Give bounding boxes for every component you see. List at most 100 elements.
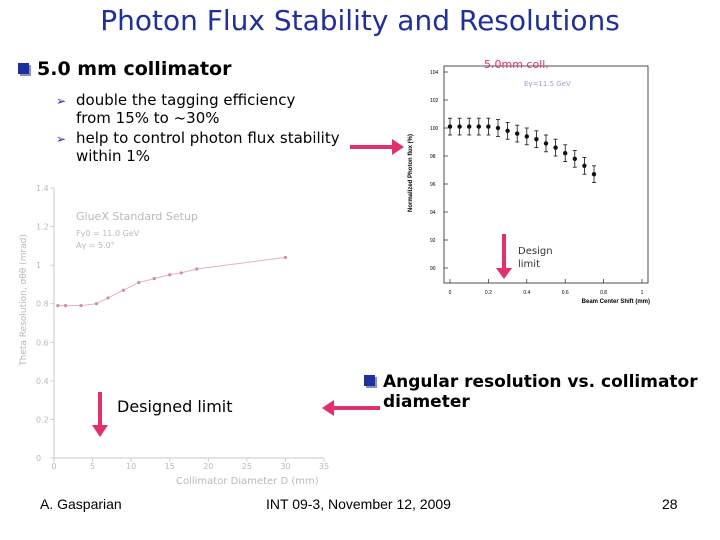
legend-title: GlueX Standard Setup xyxy=(76,210,198,223)
bullet-square-icon xyxy=(364,375,375,386)
flux-x-tick-label: 0.2 xyxy=(485,290,492,296)
theta-x-tick-label: 30 xyxy=(280,462,290,470)
bullet-angular-resolution: Angular resolution vs. collimator diamet… xyxy=(364,372,698,412)
bullet-square-icon xyxy=(18,63,29,74)
flux-y-tick-label: 90 xyxy=(430,266,436,272)
photon-flux-chart: 104 102 100 98 96 94 92 90 0 0.2 0.4 0.6 0.8 1 5.0mm… xyxy=(408,52,656,305)
theta-y-tick-label: 0.4 xyxy=(36,377,49,386)
flux-plot-frame xyxy=(443,65,649,284)
theta-y-tick-label: 1.2 xyxy=(36,223,49,232)
theta-point xyxy=(94,302,99,306)
theta-y-tick-label: 0.2 xyxy=(36,415,49,424)
flux-point xyxy=(486,124,491,129)
flux-y-tick-label: 96 xyxy=(430,182,436,188)
pointer-arrow-left-head xyxy=(322,400,334,416)
flux-point xyxy=(505,128,510,133)
theta-point xyxy=(152,277,156,281)
theta-x-tick-label: 10 xyxy=(126,462,136,470)
flux-x-tick-label: 0.8 xyxy=(600,290,607,296)
sub-bullet-2-line1: help to control photon flux stability xyxy=(76,129,340,147)
flux-point xyxy=(582,163,587,168)
designed-limit-label: Designed limit xyxy=(117,397,233,416)
legend-line1: Fγ0 = 11.0 GeV xyxy=(76,229,140,238)
flux-point xyxy=(457,124,462,129)
theta-point xyxy=(121,288,126,292)
arrow-bullet-icon: ➢ xyxy=(56,94,67,108)
theta-point xyxy=(79,304,83,308)
theta-point xyxy=(137,280,141,285)
flux-point xyxy=(515,131,520,136)
flux-y-axis-label: Normalized Photon flux (%) xyxy=(408,134,414,212)
flux-x-tick-label: 0 xyxy=(449,290,452,296)
theta-x-tick-label: 5 xyxy=(90,462,95,470)
flux-point xyxy=(447,124,453,129)
theta-y-tick-label: 1 xyxy=(36,261,41,270)
coll-annotation: 5.0mm coll. xyxy=(484,58,549,71)
sub-bullet-2: ➢ help to control photon flux stability w… xyxy=(56,130,340,165)
theta-y-tick-label: 1.4 xyxy=(36,184,49,193)
sub-bullet-2-line2: within 1% xyxy=(76,147,151,165)
legend-line2: Aγ = 5.0° xyxy=(76,241,115,250)
pointer-arrow-right xyxy=(350,145,394,149)
theta-resolution-chart: 0 0.2 0.4 0.6 0.8 1 1.2 1.4 0 5 10 15 20 25 30 35 Glue… xyxy=(19,184,329,470)
footer-author: A. Gasparian xyxy=(40,496,122,512)
theta-y-tick-label: 0.6 xyxy=(36,338,49,347)
theta-point xyxy=(179,271,183,275)
flux-point xyxy=(534,137,539,142)
flux-x-tick-label: 0.6 xyxy=(562,290,569,296)
theta-fit-curve xyxy=(57,256,286,307)
footer-event: INT 09-3, November 12, 2009 xyxy=(266,496,451,512)
bullet2-line1: Angular resolution vs. collimator xyxy=(383,372,698,392)
flux-point xyxy=(495,125,501,131)
design-limit-line2: limit xyxy=(518,259,540,270)
flux-y-tick-label: 104 xyxy=(430,70,439,76)
theta-point xyxy=(283,255,288,260)
energy-label: Eγ=11.5 GeV xyxy=(524,80,571,88)
flux-y-tick-label: 94 xyxy=(430,210,436,216)
theta-point xyxy=(56,304,60,308)
flux-point xyxy=(553,145,558,150)
theta-x-tick-label: 15 xyxy=(165,462,175,470)
flux-point xyxy=(467,124,472,129)
theta-y-tick-label: 0 xyxy=(36,454,41,463)
arrow-bullet-icon: ➢ xyxy=(56,132,67,146)
theta-point xyxy=(106,296,110,300)
footer-page-number: 28 xyxy=(662,496,678,512)
design-limit-arrow-head xyxy=(496,268,512,279)
sub-bullet-1-line1: double the tagging efficiency xyxy=(76,91,296,109)
flux-point xyxy=(524,134,529,139)
pointer-arrow-right-head xyxy=(392,139,404,155)
theta-x-tick-label: 0 xyxy=(51,462,56,470)
designed-limit-arrow-head xyxy=(92,425,108,437)
flux-y-tick-label: 98 xyxy=(430,154,436,160)
bullet-collimator: 5.0 mm collimator xyxy=(18,58,231,80)
design-limit-arrow xyxy=(502,234,506,270)
flux-y-tick-label: 92 xyxy=(430,238,436,244)
theta-x-axis-label-visible: Collimator Diameter D (mm) xyxy=(176,476,319,487)
sub-bullet-1: ➢ double the tagging efficiency from 15% … xyxy=(56,92,295,127)
theta-x-tick-label: 25 xyxy=(242,462,252,470)
theta-x-tick-label: 20 xyxy=(203,462,213,470)
flux-point xyxy=(591,172,597,177)
theta-y-tick-label: 0.8 xyxy=(36,300,49,309)
designed-limit-arrow xyxy=(98,392,102,426)
flux-point xyxy=(543,141,549,146)
flux-y-tick-label: 102 xyxy=(430,98,439,104)
theta-point xyxy=(195,267,199,271)
flux-point xyxy=(572,156,577,161)
flux-point xyxy=(563,151,568,156)
flux-point xyxy=(476,124,481,129)
design-limit-line1: Design xyxy=(518,246,553,257)
flux-x-axis-label: Beam Center Shift (mm) xyxy=(582,299,650,305)
flux-x-tick-label: 0.4 xyxy=(523,290,530,296)
theta-point xyxy=(63,304,68,308)
bullet-collimator-text: 5.0 mm collimator xyxy=(37,58,232,80)
flux-y-tick-label: 100 xyxy=(430,126,439,132)
slide-title: Photon Flux Stability and Resolutions xyxy=(100,4,620,37)
sub-bullet-1-line2: from 15% to ~30% xyxy=(76,109,220,127)
flux-x-tick-label: 1 xyxy=(641,290,644,296)
pointer-arrow-left xyxy=(334,406,380,410)
theta-y-axis-label: Theta Resolution, σθθ (mrad) xyxy=(19,234,29,367)
theta-point xyxy=(168,273,172,277)
bullet2-line2: diameter xyxy=(383,392,470,412)
